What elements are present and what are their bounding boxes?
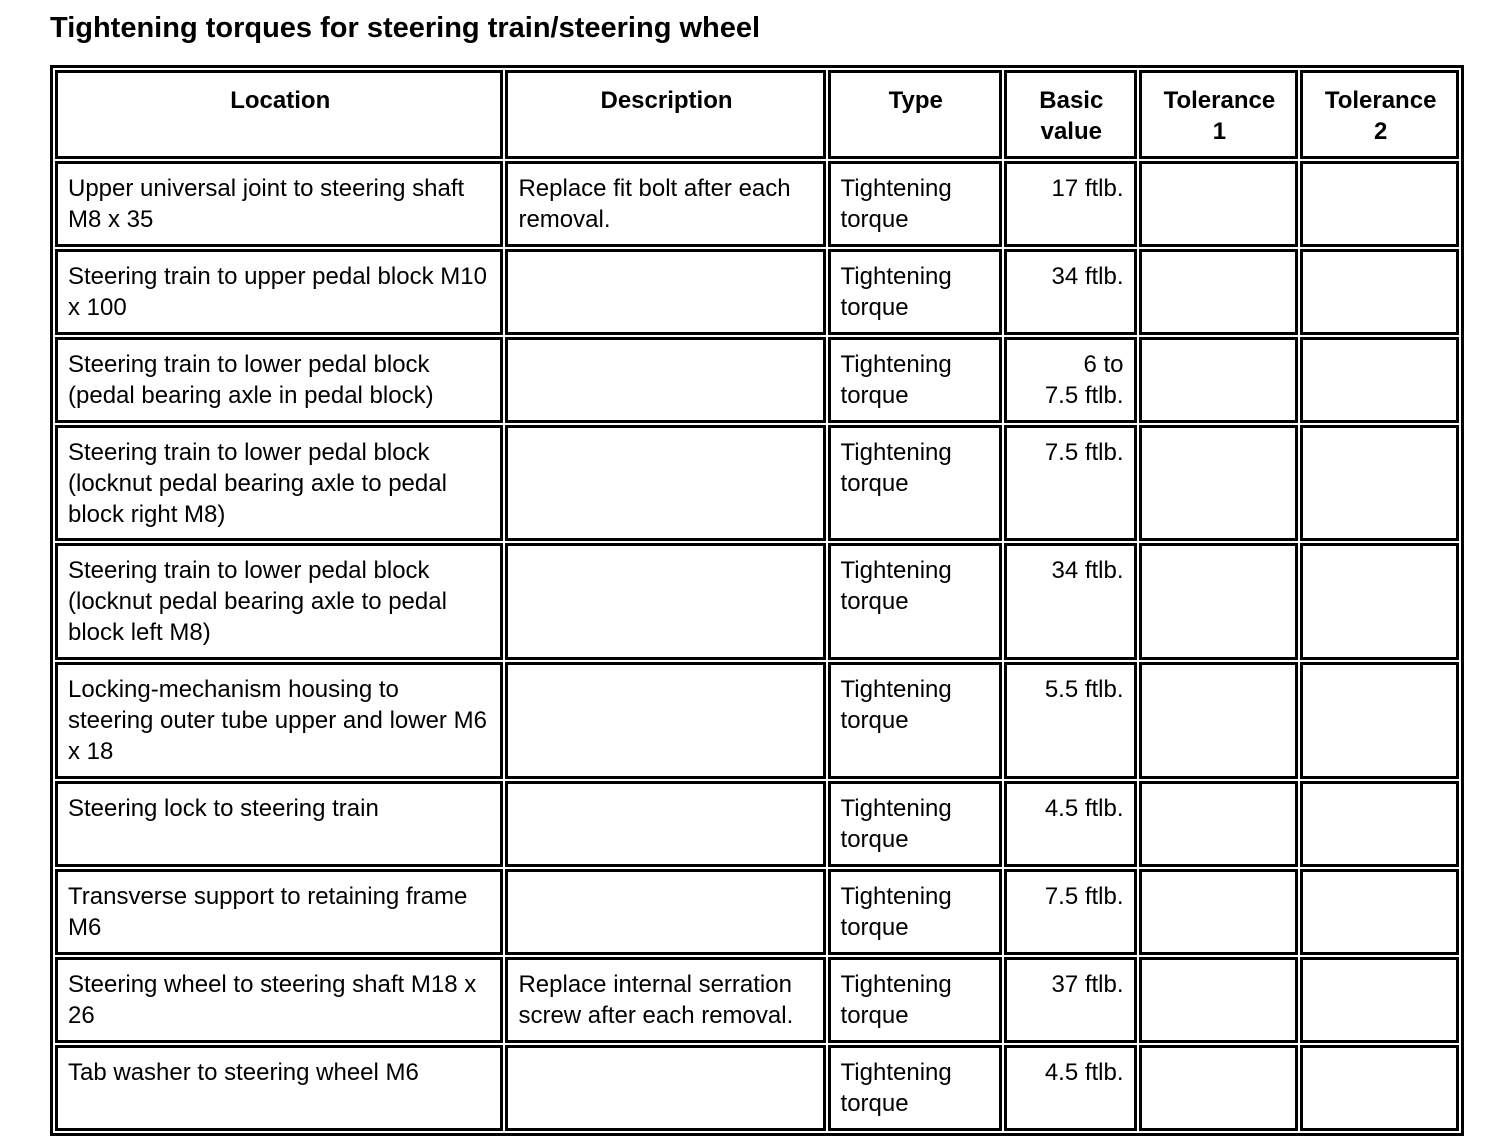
cell-tolerance-1 bbox=[1138, 869, 1299, 956]
cell-basic-value: 34 ftlb. bbox=[1004, 543, 1137, 661]
cell-tolerance-1 bbox=[1138, 160, 1299, 247]
cell-description bbox=[505, 662, 826, 780]
cell-type: Tightening torque bbox=[827, 543, 1003, 661]
table-row: Locking-mechanism housing to steering ou… bbox=[55, 662, 1459, 780]
cell-tolerance-1 bbox=[1138, 957, 1299, 1043]
col-header-description: Description bbox=[505, 70, 826, 159]
col-header-location: Location bbox=[55, 70, 504, 159]
cell-location: Steering train to lower pedal block (loc… bbox=[55, 543, 504, 661]
table-row: Steering train to lower pedal block (loc… bbox=[55, 543, 1459, 661]
cell-basic-value: 4.5 ftlb. bbox=[1004, 1044, 1137, 1131]
cell-type: Tightening torque bbox=[827, 869, 1003, 956]
cell-location: Steering lock to steering train bbox=[55, 781, 504, 868]
cell-tolerance-2 bbox=[1300, 248, 1459, 335]
cell-description bbox=[505, 248, 826, 335]
torque-table: Location Description Type Basic value To… bbox=[50, 65, 1464, 1136]
cell-description bbox=[505, 336, 826, 423]
table-row: Steering train to upper pedal block M10 … bbox=[55, 248, 1459, 335]
cell-type: Tightening torque bbox=[827, 781, 1003, 868]
cell-basic-value: 7.5 ftlb. bbox=[1004, 869, 1137, 956]
table-row: Steering train to lower pedal block (ped… bbox=[55, 336, 1459, 423]
cell-basic-value: 6 to 7.5 ftlb. bbox=[1004, 336, 1137, 423]
col-header-type: Type bbox=[827, 70, 1003, 159]
cell-tolerance-1 bbox=[1138, 336, 1299, 423]
table-row: Upper universal joint to steering shaft … bbox=[55, 160, 1459, 247]
cell-basic-value: 17 ftlb. bbox=[1004, 160, 1137, 247]
cell-tolerance-2 bbox=[1300, 543, 1459, 661]
cell-location: Steering train to lower pedal block (ped… bbox=[55, 336, 504, 423]
cell-type: Tightening torque bbox=[827, 662, 1003, 780]
cell-basic-value: 5.5 ftlb. bbox=[1004, 662, 1137, 780]
cell-tolerance-2 bbox=[1300, 869, 1459, 956]
cell-type: Tightening torque bbox=[827, 957, 1003, 1043]
cell-tolerance-2 bbox=[1300, 160, 1459, 247]
cell-location: Steering wheel to steering shaft M18 x 2… bbox=[55, 957, 504, 1043]
cell-basic-value: 37 ftlb. bbox=[1004, 957, 1137, 1043]
table-row: Steering lock to steering train Tighteni… bbox=[55, 781, 1459, 868]
col-header-tolerance-2: Tolerance 2 bbox=[1300, 70, 1459, 159]
cell-description bbox=[505, 869, 826, 956]
cell-tolerance-2 bbox=[1300, 336, 1459, 423]
table-row: Tab washer to steering wheel M6 Tighteni… bbox=[55, 1044, 1459, 1131]
cell-type: Tightening torque bbox=[827, 336, 1003, 423]
cell-description: Replace fit bolt after each removal. bbox=[505, 160, 826, 247]
cell-location: Upper universal joint to steering shaft … bbox=[55, 160, 504, 247]
cell-tolerance-2 bbox=[1300, 424, 1459, 542]
table-row: Transverse support to retaining frame M6… bbox=[55, 869, 1459, 956]
cell-tolerance-2 bbox=[1300, 781, 1459, 868]
cell-tolerance-1 bbox=[1138, 248, 1299, 335]
cell-basic-value: 4.5 ftlb. bbox=[1004, 781, 1137, 868]
cell-description: Replace internal serration screw after e… bbox=[505, 957, 826, 1043]
cell-type: Tightening torque bbox=[827, 1044, 1003, 1131]
cell-tolerance-1 bbox=[1138, 424, 1299, 542]
cell-location: Locking-mechanism housing to steering ou… bbox=[55, 662, 504, 780]
cell-tolerance-1 bbox=[1138, 1044, 1299, 1131]
table-row: Steering wheel to steering shaft M18 x 2… bbox=[55, 957, 1459, 1043]
cell-tolerance-2 bbox=[1300, 957, 1459, 1043]
cell-description bbox=[505, 1044, 826, 1131]
cell-basic-value: 7.5 ftlb. bbox=[1004, 424, 1137, 542]
cell-description bbox=[505, 543, 826, 661]
cell-location: Steering train to lower pedal block (loc… bbox=[55, 424, 504, 542]
cell-location: Tab washer to steering wheel M6 bbox=[55, 1044, 504, 1131]
cell-tolerance-1 bbox=[1138, 662, 1299, 780]
cell-location: Transverse support to retaining frame M6 bbox=[55, 869, 504, 956]
col-header-tolerance-1: Tolerance 1 bbox=[1138, 70, 1299, 159]
cell-description bbox=[505, 781, 826, 868]
cell-location: Steering train to upper pedal block M10 … bbox=[55, 248, 504, 335]
cell-tolerance-2 bbox=[1300, 662, 1459, 780]
cell-description bbox=[505, 424, 826, 542]
cell-type: Tightening torque bbox=[827, 424, 1003, 542]
page-title: Tightening torques for steering train/st… bbox=[50, 12, 761, 44]
cell-tolerance-1 bbox=[1138, 781, 1299, 868]
cell-tolerance-1 bbox=[1138, 543, 1299, 661]
table-row: Steering train to lower pedal block (loc… bbox=[55, 424, 1459, 542]
cell-tolerance-2 bbox=[1300, 1044, 1459, 1131]
col-header-basic-value: Basic value bbox=[1004, 70, 1137, 159]
cell-basic-value: 34 ftlb. bbox=[1004, 248, 1137, 335]
cell-type: Tightening torque bbox=[827, 248, 1003, 335]
header-row: Location Description Type Basic value To… bbox=[55, 70, 1459, 159]
cell-type: Tightening torque bbox=[827, 160, 1003, 247]
